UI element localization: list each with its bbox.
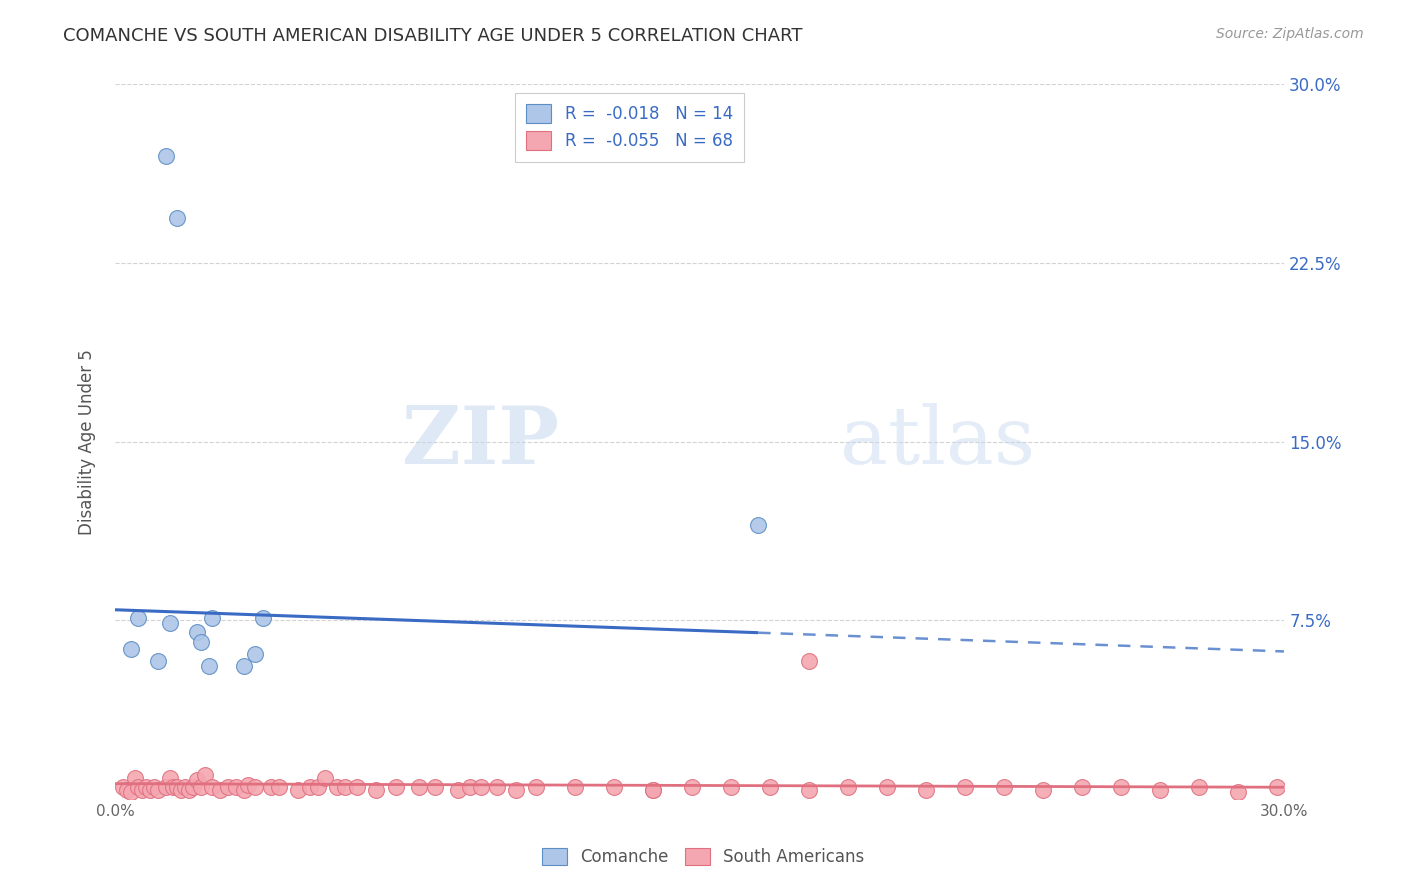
Point <box>366 782 388 797</box>
Point <box>159 771 181 785</box>
Point <box>139 782 162 797</box>
Point <box>1109 780 1132 795</box>
Point <box>131 782 153 797</box>
Point <box>177 782 200 797</box>
Point <box>201 611 224 625</box>
Point <box>120 642 142 657</box>
Point <box>1032 782 1054 797</box>
Point <box>346 780 368 795</box>
Point <box>1070 780 1092 795</box>
Point <box>197 658 219 673</box>
Point <box>603 780 626 795</box>
Point <box>245 780 267 795</box>
Point <box>837 780 859 795</box>
Point <box>155 149 177 163</box>
Point <box>681 780 703 795</box>
Point <box>201 780 224 795</box>
Point <box>170 782 193 797</box>
Point <box>797 654 820 668</box>
Text: Source: ZipAtlas.com: Source: ZipAtlas.com <box>1216 27 1364 41</box>
Point <box>225 780 247 795</box>
Point <box>564 780 586 795</box>
Point <box>485 780 508 795</box>
Point <box>914 782 936 797</box>
Text: COMANCHE VS SOUTH AMERICAN DISABILITY AGE UNDER 5 CORRELATION CHART: COMANCHE VS SOUTH AMERICAN DISABILITY AG… <box>63 27 803 45</box>
Point <box>146 782 169 797</box>
Point <box>298 780 321 795</box>
Point <box>159 615 181 630</box>
Point <box>447 782 470 797</box>
Point <box>423 780 446 795</box>
Point <box>641 782 664 797</box>
Point <box>720 780 742 795</box>
Point <box>124 771 146 785</box>
Point <box>641 782 664 797</box>
Point <box>190 780 212 795</box>
Point <box>326 780 349 795</box>
Text: ZIP: ZIP <box>402 403 560 481</box>
Point <box>876 780 898 795</box>
Point <box>1187 780 1209 795</box>
Point <box>166 780 188 795</box>
Point <box>315 771 337 785</box>
Point <box>155 780 177 795</box>
Point <box>333 780 356 795</box>
Point <box>953 780 976 795</box>
Point <box>232 782 254 797</box>
Point <box>759 780 782 795</box>
Point <box>287 782 309 797</box>
Point <box>267 780 290 795</box>
Point <box>993 780 1015 795</box>
Point <box>135 780 157 795</box>
Point <box>162 780 184 795</box>
Point <box>127 611 149 625</box>
Point <box>174 780 197 795</box>
Legend: Comanche, South Americans: Comanche, South Americans <box>534 841 872 873</box>
Point <box>245 647 267 661</box>
Point <box>186 625 208 640</box>
Point <box>747 518 769 533</box>
Point <box>181 780 204 795</box>
Point <box>111 780 134 795</box>
Point <box>115 782 138 797</box>
Point <box>232 658 254 673</box>
Point <box>236 778 259 792</box>
Legend: R =  -0.018   N = 14, R =  -0.055   N = 68: R = -0.018 N = 14, R = -0.055 N = 68 <box>515 93 744 161</box>
Point <box>217 780 239 795</box>
Point <box>1226 785 1249 799</box>
Point <box>120 785 142 799</box>
Point <box>146 654 169 668</box>
Point <box>384 780 406 795</box>
Point <box>209 782 232 797</box>
Point <box>1149 782 1171 797</box>
Point <box>797 782 820 797</box>
Point <box>524 780 547 795</box>
Point <box>252 611 274 625</box>
Point <box>1265 780 1288 795</box>
Point <box>307 780 329 795</box>
Point <box>143 780 166 795</box>
Point <box>505 782 527 797</box>
Point <box>458 780 481 795</box>
Point <box>190 635 212 649</box>
Point <box>260 780 283 795</box>
Point <box>194 768 217 782</box>
Point <box>166 211 188 225</box>
Point <box>408 780 430 795</box>
Text: atlas: atlas <box>839 403 1035 481</box>
Y-axis label: Disability Age Under 5: Disability Age Under 5 <box>79 349 96 534</box>
Point <box>186 773 208 788</box>
Point <box>127 780 149 795</box>
Point <box>470 780 492 795</box>
